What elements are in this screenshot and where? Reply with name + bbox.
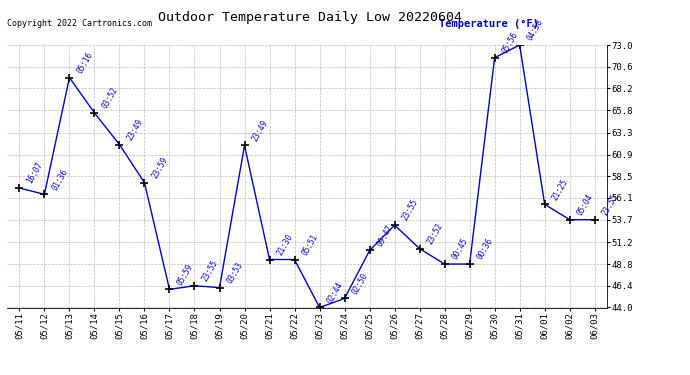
Text: 05:59: 05:59 (175, 262, 195, 286)
Text: 23:55: 23:55 (600, 192, 620, 217)
Text: 00:36: 00:36 (475, 237, 495, 261)
Text: 16:07: 16:07 (25, 161, 44, 185)
Text: 23:52: 23:52 (425, 221, 444, 246)
Text: 05:56: 05:56 (500, 30, 520, 55)
Text: 23:59: 23:59 (150, 155, 169, 180)
Text: 21:30: 21:30 (275, 232, 295, 257)
Text: 05:04: 05:04 (575, 192, 595, 217)
Text: 21:25: 21:25 (550, 177, 569, 201)
Text: 01:36: 01:36 (50, 167, 69, 192)
Text: 03:52: 03:52 (100, 86, 119, 110)
Text: 04:58: 04:58 (525, 18, 544, 42)
Text: 00:45: 00:45 (450, 237, 469, 261)
Text: Temperature (°F): Temperature (°F) (439, 19, 539, 29)
Text: Outdoor Temperature Daily Low 20220604: Outdoor Temperature Daily Low 20220604 (159, 11, 462, 24)
Text: 23:55: 23:55 (400, 198, 420, 222)
Text: 03:53: 03:53 (225, 260, 244, 285)
Text: 05:16: 05:16 (75, 50, 95, 75)
Text: 02:50: 02:50 (350, 271, 369, 296)
Text: 09:47: 09:47 (375, 223, 395, 248)
Text: 23:49: 23:49 (250, 118, 269, 143)
Text: 23:49: 23:49 (125, 117, 144, 142)
Text: 23:55: 23:55 (200, 258, 219, 283)
Text: 05:51: 05:51 (300, 232, 319, 257)
Text: 02:44: 02:44 (325, 280, 344, 305)
Text: Copyright 2022 Cartronics.com: Copyright 2022 Cartronics.com (7, 19, 152, 28)
